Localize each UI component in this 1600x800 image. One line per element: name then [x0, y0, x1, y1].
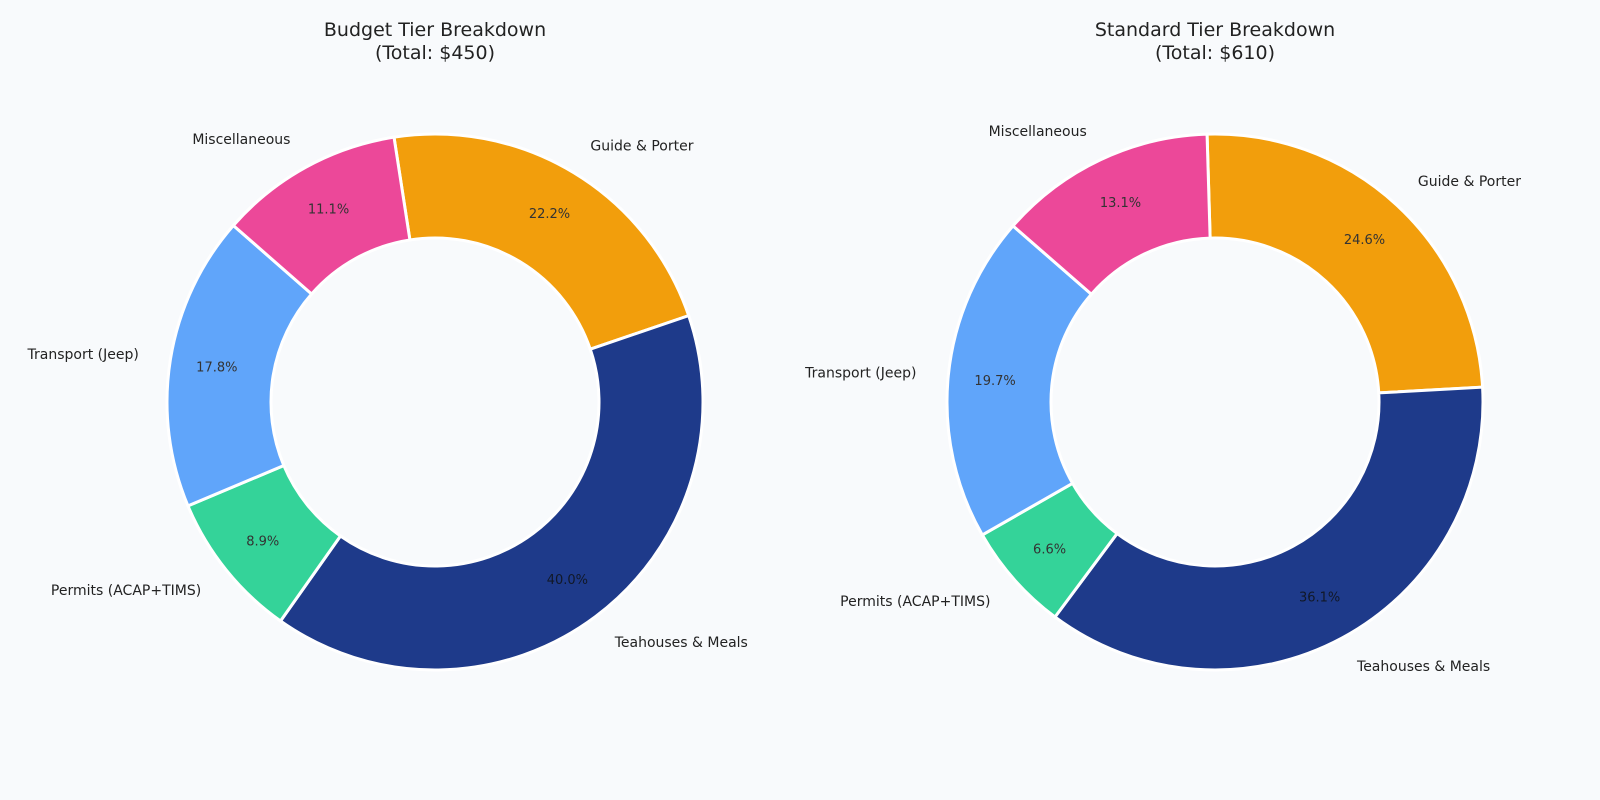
percent-label-guide-porter: 24.6% — [1344, 233, 1385, 248]
percent-label-teahouses-meals: 36.1% — [1299, 591, 1340, 606]
category-label-teahouses-meals: Teahouses & Meals — [1356, 659, 1490, 675]
percent-label-teahouses-meals: 40.0% — [547, 573, 588, 588]
slice-miscellaneous[interactable] — [231, 135, 412, 297]
chart-subtitle: (Total: $610) — [1155, 42, 1275, 64]
slice-guide-porter[interactable] — [392, 132, 691, 352]
percent-label-miscellaneous: 13.1% — [1100, 196, 1141, 211]
percent-label-permits-acap-tims: 6.6% — [1033, 543, 1066, 558]
slice-guide-porter[interactable] — [1205, 132, 1485, 395]
slice-transport-jeep[interactable] — [945, 223, 1094, 537]
category-label-permits-acap-tims: Permits (ACAP+TIMS) — [840, 594, 990, 610]
category-label-guide-porter: Guide & Porter — [590, 138, 693, 154]
slice-miscellaneous[interactable] — [1010, 132, 1212, 297]
category-label-guide-porter: Guide & Porter — [1418, 174, 1521, 190]
slice-teahouses-meals[interactable] — [278, 313, 705, 672]
donut-chart-1: Budget Tier Breakdown(Total: $450) 22.2% G… — [27, 19, 748, 672]
percent-label-transport-jeep: 19.7% — [974, 374, 1015, 389]
category-label-miscellaneous: Miscellaneous — [989, 124, 1087, 140]
category-label-transport-jeep: Transport (Jeep) — [27, 347, 139, 363]
percent-label-permits-acap-tims: 8.9% — [246, 534, 279, 549]
chart-subtitle: (Total: $450) — [375, 42, 495, 64]
slice-teahouses-meals[interactable] — [1052, 385, 1485, 672]
category-label-miscellaneous: Miscellaneous — [192, 132, 290, 148]
category-label-teahouses-meals: Teahouses & Meals — [614, 635, 748, 651]
percent-label-transport-jeep: 17.8% — [196, 361, 237, 376]
donut-chart-2: Standard Tier Breakdown(Total: $610) 24.6… — [804, 19, 1521, 675]
percent-label-miscellaneous: 11.1% — [308, 202, 349, 217]
category-label-transport-jeep: Transport (Jeep) — [804, 365, 916, 381]
chart-title: Budget Tier Breakdown — [324, 19, 546, 41]
category-label-permits-acap-tims: Permits (ACAP+TIMS) — [51, 583, 201, 599]
percent-label-guide-porter: 22.2% — [529, 207, 570, 222]
chart-title: Standard Tier Breakdown — [1095, 19, 1335, 41]
